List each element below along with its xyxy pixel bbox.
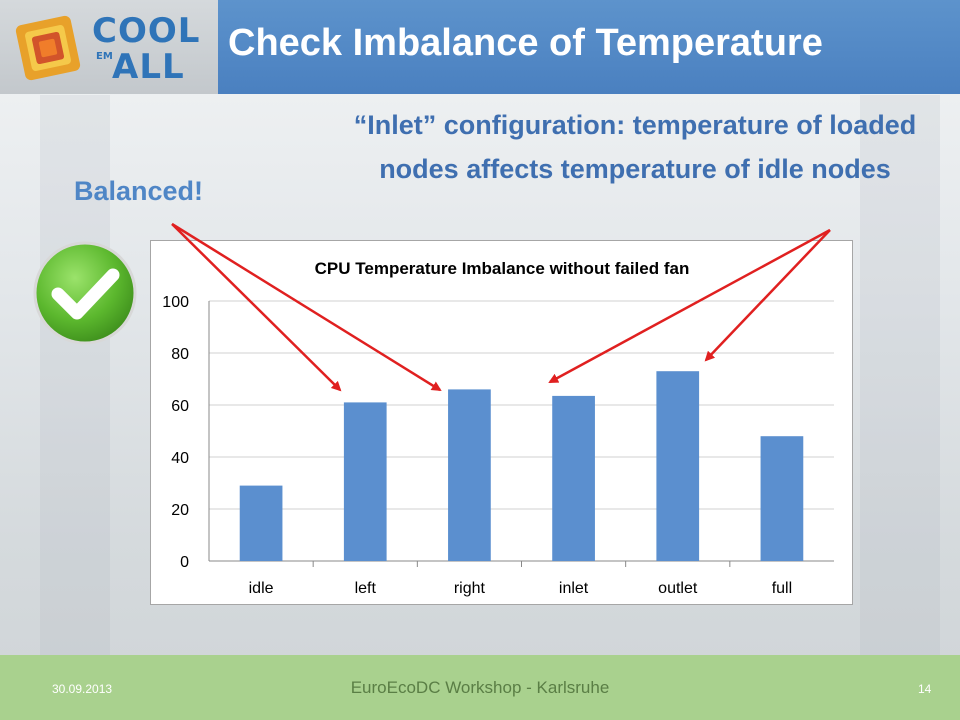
x-tick-label: idle xyxy=(249,580,274,597)
footer-event: EuroEcoDC Workshop - Karlsruhe xyxy=(350,678,610,697)
checkmark-icon xyxy=(33,241,137,345)
footer-date: 30.09.2013 xyxy=(52,682,113,696)
bar-inlet xyxy=(552,395,595,561)
footer-bar: 30.09.2013 EuroEcoDC Workshop - Karlsruh… xyxy=(0,655,960,720)
x-tick-label: outlet xyxy=(658,580,698,597)
page-number: 14 xyxy=(918,682,932,696)
annotation-arrow xyxy=(548,228,831,384)
logo-chip-icon xyxy=(15,15,81,81)
x-tick-label: inlet xyxy=(559,580,589,597)
slide-title: Check Imbalance of Temperature xyxy=(228,22,823,64)
callout-balanced: Balanced! xyxy=(74,176,204,206)
y-tick-label: 40 xyxy=(171,450,189,467)
y-tick-label: 60 xyxy=(171,398,189,415)
y-tick-label: 80 xyxy=(171,346,189,363)
background-rack xyxy=(860,95,940,655)
chart-title: CPU Temperature Imbalance without failed… xyxy=(315,259,690,278)
bar-full xyxy=(760,436,804,561)
logo-text-all: ALL xyxy=(112,47,185,87)
callout-inlet: “Inlet” configuration: temperature of lo… xyxy=(353,110,917,184)
annotation-arrow xyxy=(704,229,831,362)
y-tick-label: 20 xyxy=(171,502,189,519)
bar-chart: CPU Temperature Imbalance without failed… xyxy=(162,259,834,597)
bar-idle xyxy=(239,485,283,561)
y-tick-label: 0 xyxy=(180,554,189,571)
background-rack xyxy=(40,95,110,655)
annotation-arrow xyxy=(171,223,342,392)
bar-left xyxy=(343,402,387,561)
annotation-arrow xyxy=(171,222,442,392)
chart-frame: CPU Temperature Imbalance without failed… xyxy=(150,240,853,605)
bar-right xyxy=(448,389,491,561)
header-bar: COOL EM ALL Check Imbalance of Temperatu… xyxy=(0,0,960,94)
x-tick-label: right xyxy=(454,580,486,597)
logo-text-cool: COOL xyxy=(92,11,201,51)
coolemall-logo: COOL EM ALL xyxy=(0,0,218,94)
bar-outlet xyxy=(656,371,700,561)
logo-text-em: EM xyxy=(96,51,113,62)
x-tick-label: full xyxy=(772,580,792,597)
y-tick-label: 100 xyxy=(162,294,189,311)
x-tick-label: left xyxy=(355,580,377,597)
